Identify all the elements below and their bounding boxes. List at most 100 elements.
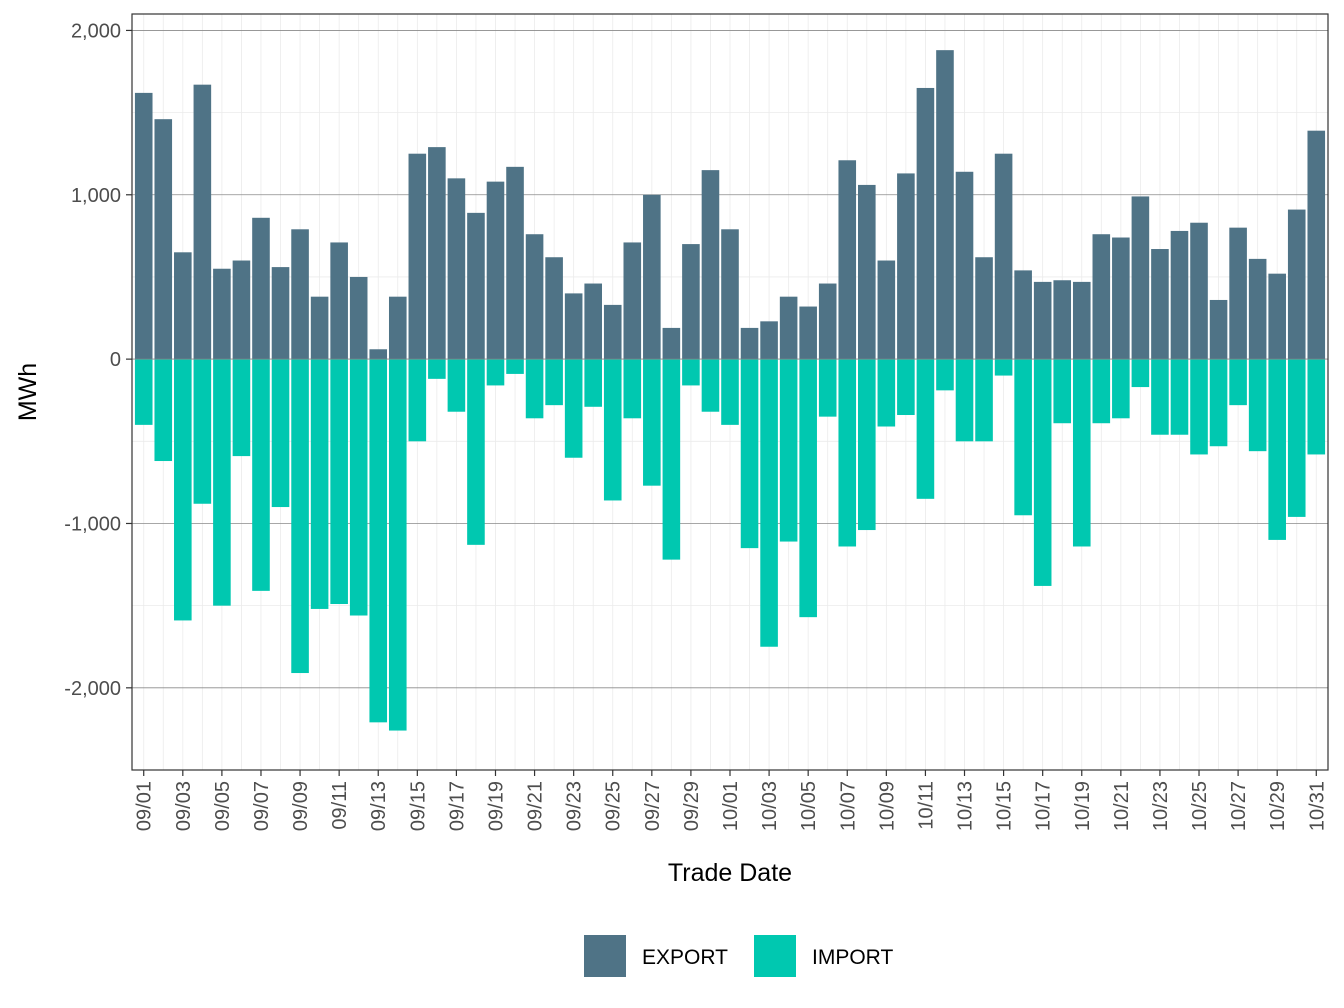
bar-import-10-27 xyxy=(1229,359,1247,406)
bar-import-09-03 xyxy=(174,359,192,621)
bar-export-09-03 xyxy=(174,252,192,360)
bar-export-09-02 xyxy=(154,119,173,360)
bar-export-10-27 xyxy=(1229,227,1247,360)
bar-export-10-13 xyxy=(955,171,974,360)
bar-import-09-05 xyxy=(213,359,231,606)
bar-export-09-17 xyxy=(447,178,466,360)
bar-export-09-28 xyxy=(662,327,681,360)
bar-export-09-16 xyxy=(428,147,446,360)
bar-import-10-16 xyxy=(1014,359,1032,516)
bar-import-09-12 xyxy=(349,359,368,616)
x-tick-label: 10/11 xyxy=(915,781,937,830)
bar-export-09-20 xyxy=(506,166,524,360)
bar-export-10-09 xyxy=(877,260,896,360)
bar-import-09-18 xyxy=(467,359,485,545)
bar-export-10-11 xyxy=(916,87,935,360)
bar-import-09-30 xyxy=(701,359,720,412)
bar-export-10-25 xyxy=(1190,222,1208,360)
bar-import-09-24 xyxy=(584,359,602,407)
bar-import-10-25 xyxy=(1190,359,1208,455)
bar-export-10-16 xyxy=(1014,270,1032,360)
bar-import-10-29 xyxy=(1268,359,1286,540)
bar-import-09-22 xyxy=(545,359,563,406)
bar-import-09-27 xyxy=(643,359,661,486)
bar-export-10-30 xyxy=(1287,209,1306,360)
bar-export-10-21 xyxy=(1112,237,1130,360)
x-tick-label: 10/17 xyxy=(1033,781,1055,831)
y-axis: 2,000 1,000 0 -1,000 -2,000 xyxy=(64,20,132,700)
bar-export-09-29 xyxy=(682,244,700,360)
x-tick-label: 09/13 xyxy=(368,781,390,831)
legend-key-export xyxy=(584,935,626,977)
bar-export-10-02 xyxy=(740,327,759,360)
bar-import-09-11 xyxy=(330,359,348,605)
bar-export-10-08 xyxy=(858,184,876,360)
x-tick-label: 09/01 xyxy=(134,781,156,831)
bar-export-10-20 xyxy=(1092,234,1111,360)
x-tick-label: 10/21 xyxy=(1111,781,1133,831)
bar-export-09-22 xyxy=(545,257,563,360)
bar-import-10-17 xyxy=(1033,359,1052,586)
bar-import-10-14 xyxy=(975,359,993,442)
bar-export-09-15 xyxy=(408,153,427,360)
bar-import-09-01 xyxy=(134,359,153,425)
x-tick-label: 09/11 xyxy=(329,781,351,830)
bar-import-10-20 xyxy=(1092,359,1111,424)
bar-import-09-16 xyxy=(428,359,446,379)
bar-export-09-23 xyxy=(564,293,583,360)
y-tick-label: -1,000 xyxy=(64,513,121,535)
bar-export-09-18 xyxy=(467,212,485,360)
bar-export-09-24 xyxy=(584,283,602,360)
bar-export-09-19 xyxy=(486,181,505,360)
y-axis-title: MWh xyxy=(14,363,42,421)
bar-import-10-06 xyxy=(818,359,837,417)
bar-import-10-28 xyxy=(1248,359,1267,452)
x-tick-label: 09/05 xyxy=(212,781,234,831)
bar-import-09-10 xyxy=(310,359,329,609)
x-tick-label: 09/23 xyxy=(564,781,586,831)
bar-export-10-12 xyxy=(936,50,954,360)
bar-export-10-05 xyxy=(799,306,817,360)
bar-export-10-19 xyxy=(1072,281,1091,360)
bar-export-09-05 xyxy=(213,268,231,360)
bar-export-10-24 xyxy=(1170,230,1189,360)
legend: EXPORT IMPORT xyxy=(584,935,893,977)
x-tick-label: 10/27 xyxy=(1228,781,1250,831)
y-tick-label: -2,000 xyxy=(64,678,121,700)
bar-export-10-29 xyxy=(1268,273,1286,360)
bar-import-09-15 xyxy=(408,359,427,442)
bar-import-09-02 xyxy=(154,359,173,462)
bar-export-09-27 xyxy=(643,194,661,360)
bar-export-09-30 xyxy=(701,170,720,360)
x-tick-label: 10/03 xyxy=(759,781,781,831)
bar-import-10-05 xyxy=(799,359,817,618)
bar-export-09-25 xyxy=(603,304,622,360)
bar-export-09-01 xyxy=(134,92,153,360)
bar-export-10-22 xyxy=(1131,196,1150,360)
x-tick-label: 09/27 xyxy=(642,781,664,831)
y-tick-label: 2,000 xyxy=(71,20,121,42)
bar-import-10-19 xyxy=(1072,359,1091,547)
bar-export-10-07 xyxy=(838,160,857,360)
bar-import-09-25 xyxy=(603,359,622,501)
x-tick-label: 10/19 xyxy=(1072,781,1094,831)
bar-export-10-14 xyxy=(975,257,993,360)
bar-import-10-31 xyxy=(1307,359,1326,455)
x-tick-label: 09/19 xyxy=(485,781,507,831)
x-tick-label: 09/15 xyxy=(407,781,429,831)
bar-import-09-23 xyxy=(564,359,583,458)
x-tick-label: 10/15 xyxy=(994,781,1016,831)
bar-export-10-04 xyxy=(779,296,798,360)
x-tick-label: 10/25 xyxy=(1189,781,1211,831)
bar-import-10-21 xyxy=(1112,359,1130,419)
bar-export-09-07 xyxy=(252,217,270,360)
bar-export-09-21 xyxy=(525,234,544,360)
x-tick-label: 10/13 xyxy=(955,781,977,831)
bar-export-10-17 xyxy=(1033,281,1052,360)
x-tick-label: 09/25 xyxy=(603,781,625,831)
bar-export-09-12 xyxy=(349,276,368,360)
x-tick-label: 10/07 xyxy=(837,781,859,831)
bar-import-09-28 xyxy=(662,359,681,560)
bar-import-09-26 xyxy=(623,359,642,419)
